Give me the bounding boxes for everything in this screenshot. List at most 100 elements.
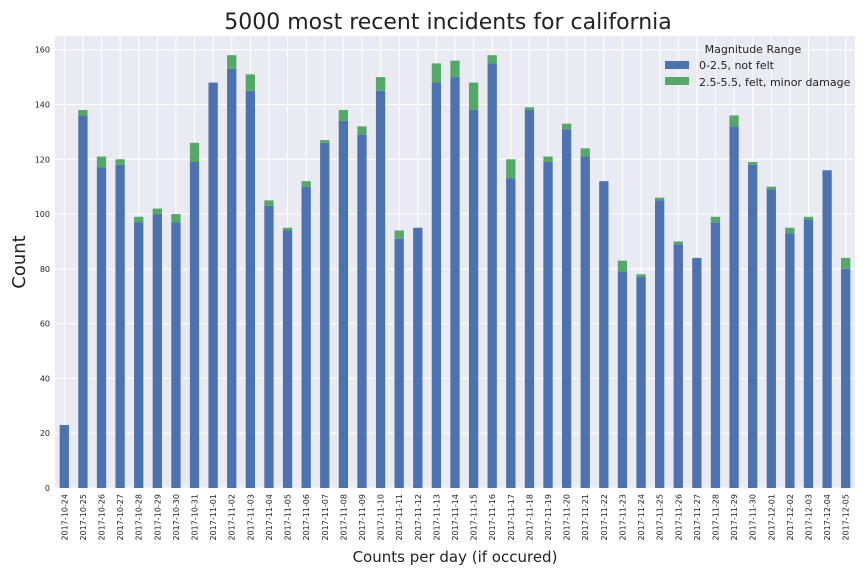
x-tick-label: 2017-12-01 (767, 494, 776, 541)
bar-not-felt (561, 129, 572, 488)
x-tick-label: 2017-11-14 (451, 494, 460, 541)
bar-felt (487, 55, 497, 64)
bar-felt (468, 82, 479, 110)
bar-not-felt (785, 233, 795, 488)
x-tick-label: 2017-10-28 (135, 494, 144, 541)
bar-felt (636, 274, 646, 278)
x-tick-label: 2017-11-03 (246, 494, 255, 541)
bar-felt (673, 241, 683, 245)
x-tick-label: 2017-11-22 (600, 494, 609, 541)
y-tick-label: 100 (35, 210, 50, 219)
x-tick-label: 2017-11-04 (265, 494, 274, 541)
bar-felt (264, 200, 274, 206)
bar-felt (394, 230, 404, 239)
bar-not-felt (599, 181, 609, 489)
x-tick-label: 2017-10-30 (172, 494, 181, 541)
x-tick-label: 2017-10-29 (153, 494, 162, 541)
x-tick-label: 2017-11-07 (321, 494, 330, 541)
x-tick-label: 2017-12-02 (786, 494, 795, 541)
x-tick-label: 2017-10-31 (191, 494, 200, 541)
bar-not-felt (543, 162, 553, 488)
bar-not-felt (431, 82, 442, 488)
x-tick-label: 2017-10-25 (79, 494, 88, 541)
bar-felt (431, 63, 442, 83)
y-tick-labels: 0 20 40 60 80 100 120 140 160 (35, 46, 50, 493)
x-tick-label: 2017-12-04 (823, 494, 832, 541)
bar-felt (748, 162, 758, 165)
bar-not-felt (506, 178, 516, 488)
x-tick-label: 2017-11-29 (730, 494, 739, 541)
x-tick-label: 2017-10-24 (60, 494, 69, 541)
bar-not-felt (338, 120, 349, 489)
y-axis-label: Count (9, 235, 30, 288)
y-tick-label: 80 (40, 265, 50, 274)
bar-not-felt (394, 238, 404, 488)
x-tick-label: 2017-11-08 (339, 494, 348, 541)
bar-felt (841, 257, 851, 269)
bar-felt (450, 60, 460, 78)
x-tick-label: 2017-11-01 (209, 494, 218, 541)
x-tick-label: 2017-11-18 (525, 494, 534, 541)
legend-swatch-not-felt (665, 61, 689, 69)
x-tick-label: 2017-10-26 (98, 494, 107, 541)
bar-not-felt (617, 271, 628, 488)
y-tick-label: 0 (45, 484, 50, 493)
bar-not-felt (227, 68, 237, 488)
x-tick-label: 2017-11-10 (377, 494, 386, 541)
bar-not-felt (152, 214, 162, 488)
bar-felt (152, 208, 162, 215)
bar-felt (655, 197, 665, 201)
x-tick-label: 2017-12-03 (804, 494, 813, 541)
x-tick-label: 2017-11-25 (656, 494, 665, 541)
bar-felt (338, 109, 349, 121)
x-axis-label: Counts per day (if occured) (353, 548, 558, 566)
bar-not-felt (841, 268, 851, 488)
bar-not-felt (487, 63, 497, 488)
y-tick-label: 40 (40, 374, 50, 383)
bar-not-felt (748, 164, 758, 488)
y-tick-label: 120 (35, 155, 50, 164)
chart-title: 5000 most recent incidents for californi… (224, 10, 671, 35)
bar-felt (301, 181, 311, 187)
bar-not-felt (450, 77, 460, 488)
bar-felt (320, 140, 330, 143)
bar-felt (766, 186, 776, 190)
x-tick-label: 2017-11-12 (414, 494, 423, 541)
bar-not-felt (710, 222, 721, 488)
y-tick-label: 60 (40, 320, 50, 329)
legend-label-not-felt: 0-2.5, not felt (699, 59, 775, 72)
x-tick-label: 2017-11-21 (581, 494, 590, 541)
bar-felt (543, 156, 553, 163)
bar-not-felt (189, 162, 200, 488)
bar-felt (617, 260, 628, 272)
bar-not-felt (375, 90, 386, 489)
bar-not-felt (673, 244, 683, 488)
bar-not-felt (96, 167, 107, 488)
bar-felt (189, 142, 200, 163)
legend-swatch-felt (665, 77, 689, 85)
legend-label-felt: 2.5-5.5, felt, minor damage (699, 76, 851, 89)
bar-felt (227, 55, 237, 69)
bar-not-felt (264, 205, 274, 489)
y-tick-label: 20 (40, 429, 50, 438)
bar-not-felt (245, 90, 255, 489)
bar-felt (785, 227, 795, 234)
bar-not-felt (171, 222, 181, 488)
bar-felt (729, 115, 739, 127)
bar-felt (357, 126, 367, 135)
x-tick-label: 2017-11-16 (488, 494, 497, 541)
y-tick-label: 160 (35, 46, 50, 55)
bar-felt (134, 216, 144, 223)
bar-not-felt (580, 156, 590, 489)
bar-not-felt (301, 186, 311, 488)
bar-felt (375, 77, 386, 91)
bar-felt (96, 156, 107, 168)
bar-not-felt (524, 109, 535, 489)
bar-felt (561, 123, 572, 130)
x-tick-label: 2017-11-19 (544, 494, 553, 541)
bar-not-felt (282, 230, 293, 489)
bar-not-felt (766, 189, 776, 488)
bar-not-felt (803, 219, 814, 488)
x-tick-label: 2017-10-27 (116, 494, 125, 541)
